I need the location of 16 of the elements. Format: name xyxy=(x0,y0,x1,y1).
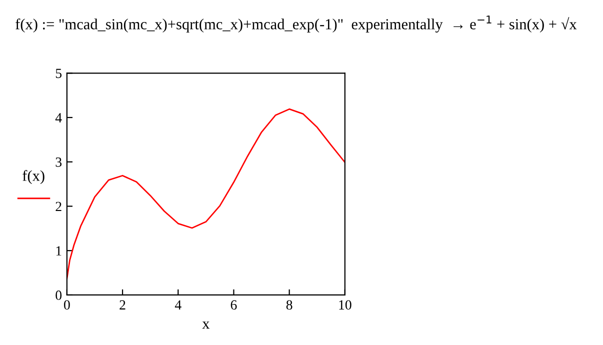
x-tick-label: 6 xyxy=(230,300,237,310)
y-tick-label: 1 xyxy=(56,246,62,256)
y-tick-label: 2 xyxy=(56,202,62,212)
x-tick-label: 2 xyxy=(120,300,126,310)
x-tick-label: 0 xyxy=(64,300,70,310)
x-tick-label: 10 xyxy=(339,300,352,310)
x-tick-label: 4 xyxy=(174,300,182,310)
y-tick-label: 5 xyxy=(56,68,62,78)
chart-title: f(x) := "mcad_sin(mc_x)+sqrt(mc_x)+mcad_exp(-1)" experimentally → e$^{−1}$ + sin(x) + √x xyxy=(16,16,577,33)
x-axis-title: x xyxy=(202,322,210,329)
line-series xyxy=(66,108,345,280)
y-tick-label: 3 xyxy=(56,157,62,167)
x-tick-label: 8 xyxy=(286,300,292,310)
y-tick-label: 4 xyxy=(55,113,62,122)
y-tick-label: 0 xyxy=(56,290,62,300)
y-axis-title: f(x) xyxy=(22,170,44,184)
